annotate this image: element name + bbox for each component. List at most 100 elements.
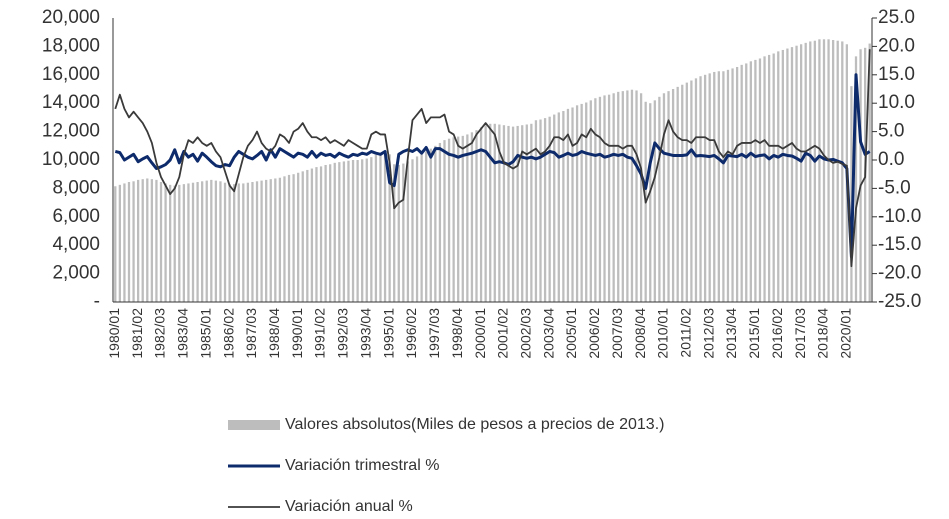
bar (114, 186, 117, 302)
bar (333, 162, 336, 302)
bar (758, 58, 762, 302)
x-tick-label: 2011/02 (678, 308, 694, 358)
x-tick-label: 1992/03 (335, 308, 351, 359)
bar (649, 103, 652, 302)
bar (607, 94, 611, 303)
bar (466, 134, 469, 302)
bar (457, 136, 460, 302)
bar (475, 130, 478, 302)
bar (690, 80, 693, 302)
x-tick-label: 1986/02 (220, 308, 236, 359)
y2-tick-label: -15.0 (878, 234, 921, 255)
bar (237, 183, 240, 302)
bar (498, 124, 501, 302)
bar (671, 89, 675, 302)
bar (539, 119, 542, 302)
y2-tick-label: -5.0 (878, 177, 911, 198)
y-tick-label: 14,000 (42, 92, 100, 113)
y2-tick-label: -25.0 (878, 291, 921, 312)
bar (612, 93, 615, 302)
bar (635, 90, 638, 302)
bar (754, 59, 757, 302)
bar (786, 48, 789, 302)
bar (681, 84, 684, 303)
bar (703, 74, 707, 302)
bar (274, 178, 277, 302)
bar (484, 125, 487, 303)
bar (557, 112, 560, 303)
bar (694, 78, 698, 302)
x-tick-label: 1991/02 (312, 308, 328, 359)
bar (342, 161, 346, 302)
bar (795, 45, 798, 302)
x-tick-label: 1996/02 (403, 308, 419, 359)
y-tick-label: 10,000 (42, 149, 100, 170)
bar (868, 43, 871, 303)
x-tick-label: 1998/04 (449, 308, 465, 359)
bar (745, 63, 748, 302)
bar (434, 145, 437, 302)
bar (580, 103, 583, 302)
bar (438, 142, 442, 302)
y2-tick-label: 15.0 (878, 64, 915, 85)
legend-label: Variación trimestral % (285, 457, 439, 474)
bar (379, 153, 382, 302)
bar (822, 39, 826, 303)
x-tick-label: 2012/03 (700, 308, 716, 359)
bar (319, 166, 323, 302)
bar (502, 125, 506, 303)
bar (827, 39, 830, 303)
bar (813, 40, 816, 302)
bar (534, 120, 538, 303)
bar (516, 125, 519, 302)
x-tick-label: 1990/01 (289, 308, 305, 359)
bar (278, 177, 282, 302)
bar (626, 90, 629, 302)
bar (383, 152, 387, 302)
x-tick-label: 2005/01 (563, 308, 579, 359)
x-tick-label: 1980/01 (106, 308, 122, 359)
y2-tick-label: 25.0 (878, 7, 915, 28)
bar (763, 56, 766, 303)
y2-tick-label: -20.0 (878, 263, 921, 284)
bar (777, 51, 780, 303)
bar (731, 68, 734, 302)
bar (562, 111, 565, 302)
y-tick-label: 6,000 (52, 206, 100, 227)
bar (809, 41, 812, 303)
bar (233, 184, 236, 302)
bar (841, 41, 844, 303)
bar (653, 100, 656, 302)
bar (566, 108, 570, 302)
y-tick-label: 4,000 (52, 234, 100, 255)
bar (269, 179, 272, 302)
bar (461, 135, 464, 302)
y2-tick-label: 10.0 (878, 92, 915, 113)
bar (548, 116, 551, 302)
bar (726, 69, 730, 302)
legend-swatch (228, 420, 280, 430)
bar (393, 164, 396, 302)
x-tick-label: 2018/04 (815, 308, 831, 359)
bar (223, 182, 227, 302)
bar (159, 182, 163, 302)
bar (836, 40, 839, 302)
bar (173, 185, 176, 302)
x-tick-label: 2010/01 (655, 308, 671, 359)
bar (164, 183, 167, 302)
bar (182, 184, 186, 302)
x-tick-label: 2017/03 (792, 308, 808, 359)
x-tick-label: 2007/03 (609, 308, 625, 359)
bar (297, 172, 300, 302)
y2-tick-label: 20.0 (878, 35, 915, 56)
bar (150, 179, 154, 302)
bar (283, 176, 286, 302)
bar (196, 182, 199, 302)
bar (219, 181, 222, 302)
bar (187, 183, 190, 302)
bar (685, 82, 688, 302)
bar (658, 96, 661, 302)
x-tick-label: 2008/04 (632, 308, 648, 359)
